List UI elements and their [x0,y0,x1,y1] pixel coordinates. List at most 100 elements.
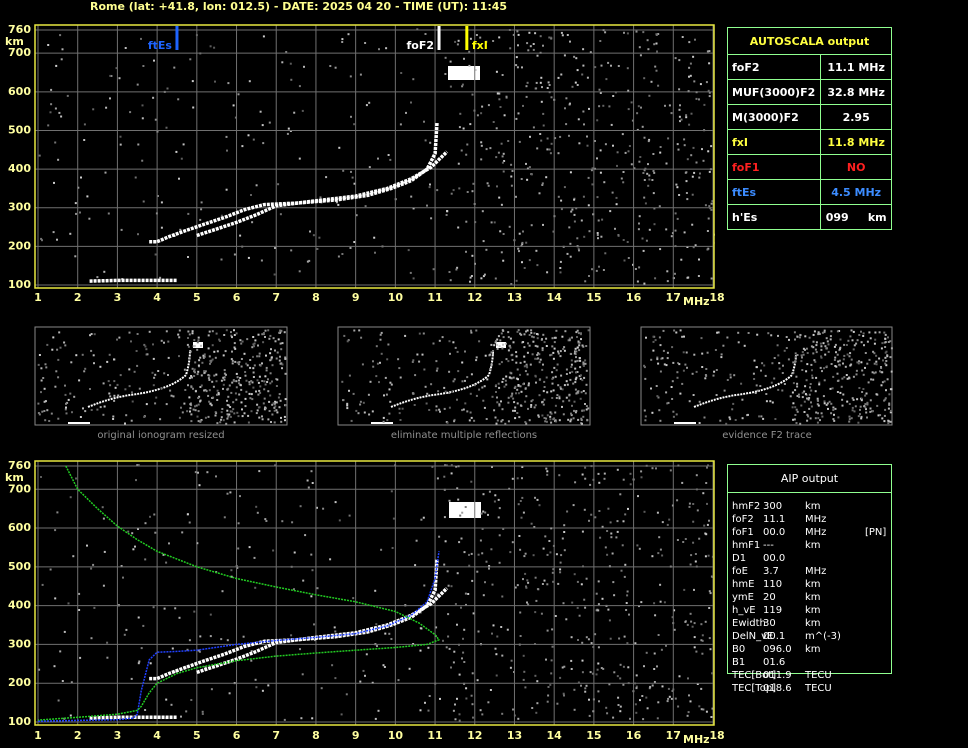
noise-dot [659,548,662,551]
noise-dot [760,415,763,418]
noise-dot [823,402,826,405]
noise-dot [517,33,520,36]
noise-dot [817,412,819,415]
noise-dot [385,47,388,50]
y-tick-label: 100 [8,278,31,291]
noise-dot [806,419,809,422]
noise-dot [601,597,604,600]
noise-dot [569,40,571,43]
noise-dot [430,383,433,386]
noise-dot [826,402,829,405]
row-value: 11.8 MHz [820,129,892,155]
noise-dot [220,379,223,382]
noise-dot [880,347,883,350]
noise-dot [512,376,515,379]
noise-dot [279,342,282,345]
noise-dot [509,346,512,349]
noise-dot [120,565,123,568]
aip-cell: MHz [805,514,827,525]
noise-dot [222,354,225,357]
noise-dot [688,66,691,69]
noise-dot [541,86,543,89]
noise-dot [536,353,539,356]
noise-dot [652,335,655,338]
noise-dot [666,270,669,273]
noise-dot [90,567,93,570]
noise-dot [502,233,505,235]
noise-dot [846,400,849,403]
noise-dot [64,408,67,411]
noise-dot [609,210,612,213]
noise-dot [196,415,199,418]
noise-dot [84,367,87,370]
noise-dot [335,201,338,204]
noise-dot [385,393,388,396]
noise-dot [226,399,228,402]
noise-dot [509,47,512,50]
noise-dot [809,386,811,389]
thumb-caption: evidence F2 trace [722,430,812,441]
noise-dot [131,400,134,403]
noise-dot [270,356,273,359]
noise-dot [622,478,625,481]
x-tick-label: 12 [467,729,482,742]
noise-dot [560,374,563,377]
noise-dot [578,349,581,352]
noise-dot [582,415,585,418]
noise-dot [414,374,417,377]
noise-dot [135,350,138,352]
noise-dot [495,384,497,387]
noise-dot [209,45,212,48]
aip-cell: 01.6 [763,657,786,668]
noise-dot [378,381,380,384]
noise-dot [439,410,441,413]
noise-dot [70,681,73,684]
noise-dot [619,493,622,496]
noise-dot [320,687,323,690]
noise-dot [284,357,287,360]
aip-cell: TECU [805,670,832,681]
noise-dot [546,470,549,473]
noise-dot [670,235,673,238]
noise-dot [211,358,214,361]
aip-cell: 30 [763,618,776,629]
noise-dot [59,346,62,349]
aip-cell: 011.9 [763,670,792,681]
noise-dot [623,31,625,34]
noise-dot [686,158,689,161]
noise-dot [50,412,53,415]
noise-dot [708,205,711,208]
noise-dot [468,553,470,556]
noise-dot [232,104,235,107]
thumb-trace [390,349,494,408]
noise-dot [389,381,392,384]
noise-dot [705,533,708,536]
noise-dot [597,662,600,665]
noise-dot [456,572,459,575]
x-tick-label: 12 [467,291,482,304]
noise-dot [587,176,590,179]
noise-dot [178,355,180,358]
noise-dot [842,393,845,396]
noise-dot [883,331,886,334]
noise-dot [250,650,253,652]
noise-dot [58,331,61,334]
noise-dot [52,336,55,339]
aip-cell: 119 [763,605,783,616]
noise-dot [694,244,697,247]
noise-dot [707,464,709,467]
noise-dot [616,675,619,678]
noise-dot [220,418,222,421]
noise-dot [653,681,656,683]
noise-dot [314,639,317,642]
noise-dot [511,170,514,172]
noise-dot [257,344,259,347]
noise-dot [574,360,577,363]
noise-dot [695,97,698,100]
noise-dot [884,397,887,400]
noise-dot [101,506,104,509]
noise-dot [594,633,597,636]
noise-dot [529,135,531,138]
noise-dot [836,353,839,356]
noise-dot [579,374,582,377]
